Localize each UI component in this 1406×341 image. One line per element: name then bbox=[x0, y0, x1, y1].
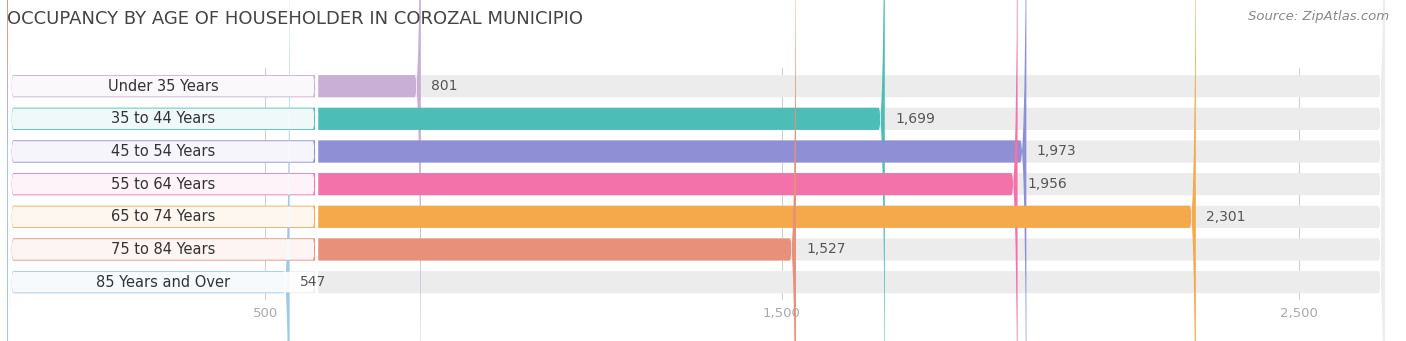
FancyBboxPatch shape bbox=[7, 0, 1018, 341]
Text: 55 to 64 Years: 55 to 64 Years bbox=[111, 177, 215, 192]
Text: 1,956: 1,956 bbox=[1028, 177, 1067, 191]
FancyBboxPatch shape bbox=[7, 0, 1385, 341]
FancyBboxPatch shape bbox=[7, 0, 1385, 341]
FancyBboxPatch shape bbox=[8, 0, 318, 341]
FancyBboxPatch shape bbox=[7, 0, 420, 341]
Text: 1,699: 1,699 bbox=[896, 112, 935, 126]
FancyBboxPatch shape bbox=[7, 0, 1385, 341]
Text: Source: ZipAtlas.com: Source: ZipAtlas.com bbox=[1249, 10, 1389, 23]
Text: Under 35 Years: Under 35 Years bbox=[108, 79, 218, 94]
FancyBboxPatch shape bbox=[8, 0, 318, 341]
FancyBboxPatch shape bbox=[7, 0, 1385, 341]
FancyBboxPatch shape bbox=[8, 0, 318, 341]
FancyBboxPatch shape bbox=[8, 0, 318, 341]
FancyBboxPatch shape bbox=[7, 0, 1197, 341]
Text: 85 Years and Over: 85 Years and Over bbox=[96, 275, 231, 290]
FancyBboxPatch shape bbox=[8, 0, 318, 341]
Text: 35 to 44 Years: 35 to 44 Years bbox=[111, 111, 215, 126]
Text: OCCUPANCY BY AGE OF HOUSEHOLDER IN COROZAL MUNICIPIO: OCCUPANCY BY AGE OF HOUSEHOLDER IN COROZ… bbox=[7, 10, 583, 28]
Text: 75 to 84 Years: 75 to 84 Years bbox=[111, 242, 215, 257]
FancyBboxPatch shape bbox=[8, 0, 318, 341]
Text: 65 to 74 Years: 65 to 74 Years bbox=[111, 209, 215, 224]
Text: 547: 547 bbox=[299, 275, 326, 289]
FancyBboxPatch shape bbox=[8, 0, 318, 341]
FancyBboxPatch shape bbox=[7, 0, 290, 341]
Text: 1,527: 1,527 bbox=[806, 242, 846, 256]
FancyBboxPatch shape bbox=[7, 0, 1385, 341]
FancyBboxPatch shape bbox=[7, 0, 796, 341]
Text: 45 to 54 Years: 45 to 54 Years bbox=[111, 144, 215, 159]
FancyBboxPatch shape bbox=[7, 0, 1026, 341]
FancyBboxPatch shape bbox=[7, 0, 1385, 341]
FancyBboxPatch shape bbox=[7, 0, 884, 341]
Text: 801: 801 bbox=[432, 79, 458, 93]
Text: 2,301: 2,301 bbox=[1206, 210, 1246, 224]
Text: 1,973: 1,973 bbox=[1036, 145, 1077, 159]
FancyBboxPatch shape bbox=[7, 0, 1385, 341]
